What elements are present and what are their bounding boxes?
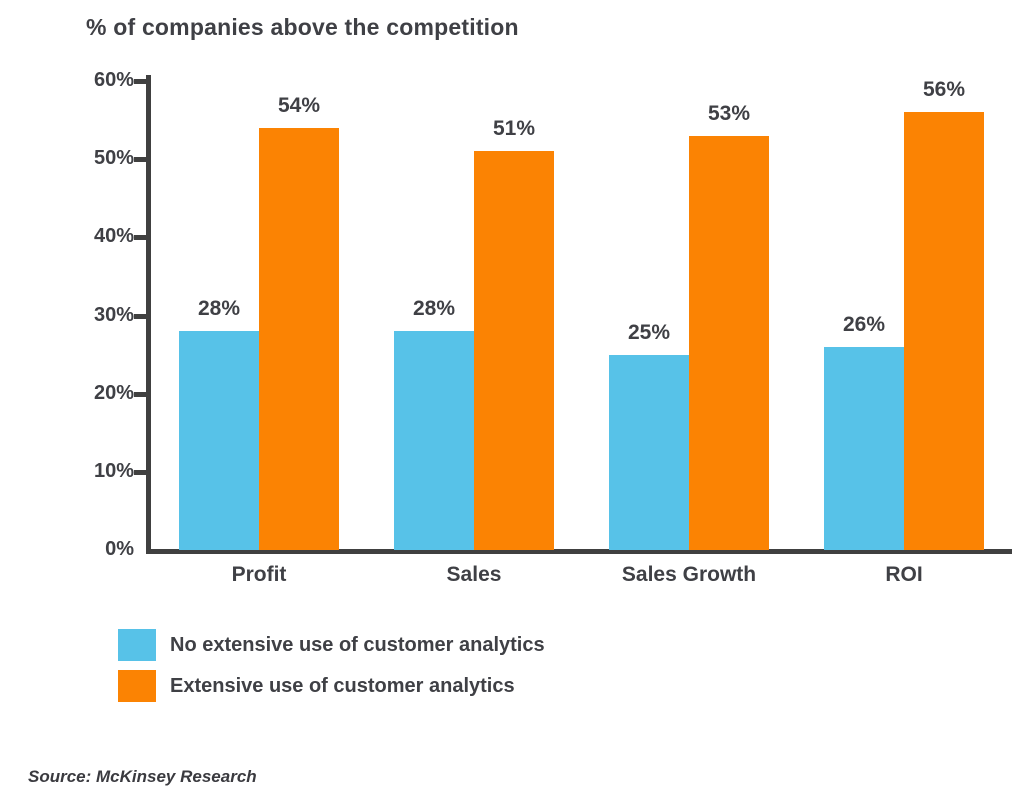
legend-swatch-1 [118,670,156,702]
y-axis-tick-label: 50% [93,147,134,170]
legend-label-1: Extensive use of customer analytics [170,674,515,697]
value-label: 51% [492,117,536,140]
legend-row-1: Extensive use of customer analytics [118,670,545,702]
value-label: 53% [707,102,751,125]
value-label: 56% [922,78,966,101]
y-axis-tick-label: 0% [105,538,134,560]
bar-sales-series-1 [474,151,554,550]
category-label-sales: Sales [446,563,502,586]
bar-sales-growth-series-0 [609,355,689,550]
bar-roi-series-1 [904,112,984,550]
source-note: Source: McKinsey Research [28,767,257,786]
chart-title: % of companies above the competition [86,14,519,40]
legend-row-0: No extensive use of customer analytics [118,629,545,661]
bar-profit-series-0 [179,331,259,550]
y-axis-tick [134,391,148,397]
value-label: 28% [412,297,456,320]
y-axis-tick-label: 10% [93,459,134,482]
y-axis-tick-label: 30% [93,303,134,326]
y-axis-tick [134,79,148,84]
y-axis-tick-label: 40% [93,225,134,248]
bar-profit-series-1 [259,128,339,550]
bar-roi-series-0 [824,347,904,550]
value-label: 25% [627,321,671,344]
legend-label-0: No extensive use of customer analytics [170,633,545,656]
category-label-profit: Profit [231,563,287,586]
legend-swatch-0 [118,629,156,661]
value-label: 54% [277,94,321,117]
value-label: 28% [197,297,241,320]
bar-sales-growth-series-1 [689,136,769,550]
y-axis-tick [134,157,148,163]
y-axis-tick-label: 20% [93,381,134,404]
legend: No extensive use of customer analytics Ex… [118,629,545,702]
y-axis-tick-label: 60% [93,69,134,91]
category-label-sales-growth: Sales Growth [621,563,757,586]
bar-sales-series-0 [394,331,474,550]
value-label: 26% [842,313,886,336]
y-axis-line [146,75,151,554]
x-axis-line [146,549,1012,554]
y-axis-tick [134,469,148,475]
category-label-roi: ROI [885,563,923,586]
y-axis-tick [134,313,148,319]
y-axis-tick [134,235,148,241]
